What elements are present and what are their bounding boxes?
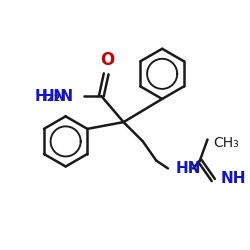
Text: NH: NH [221, 170, 246, 186]
Text: CH₃: CH₃ [213, 136, 239, 150]
Text: HN: HN [176, 161, 201, 176]
Text: H₂N: H₂N [41, 88, 73, 104]
Text: O: O [100, 51, 114, 69]
Text: H₂N: H₂N [34, 88, 66, 104]
